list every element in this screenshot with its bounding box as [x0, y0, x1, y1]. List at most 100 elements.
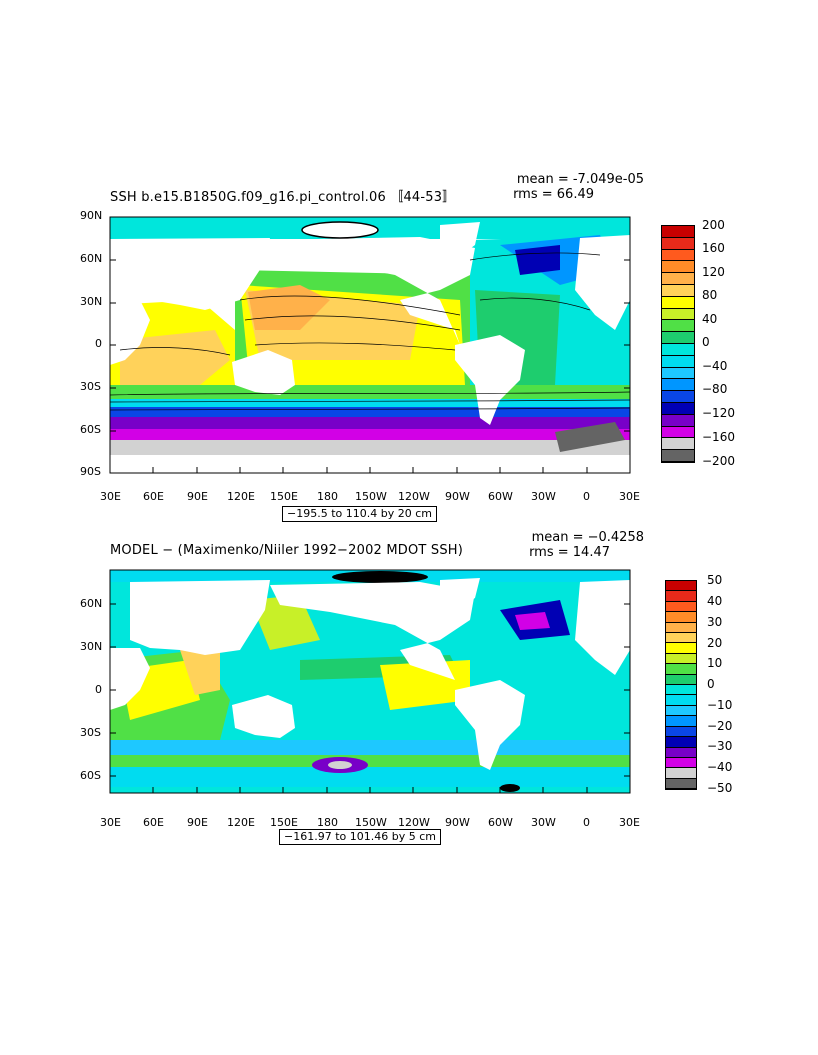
- southern-ocean-purple: [110, 417, 630, 429]
- bottom-south-america-land: [455, 680, 525, 770]
- top-lon-label: 90W: [445, 490, 470, 503]
- top-map-ticks: [109, 216, 631, 474]
- colorbar-swatch: [666, 778, 696, 790]
- colorbar-swatch: [662, 367, 694, 380]
- colorbar-swatch: [662, 391, 694, 403]
- colorbar-swatch: [662, 414, 694, 427]
- bottom-southern-blue: [110, 740, 630, 755]
- bottom-plot-title: MODEL − (Maximenko/Niiler 1992−2002 MDOT…: [110, 543, 464, 558]
- colorbar-swatch: [662, 379, 694, 392]
- europe-africa-land: [575, 235, 630, 330]
- bottom-colorbar-label: −50: [707, 781, 733, 795]
- colorbar-swatch: [662, 237, 694, 250]
- bottom-lon-label: 30E: [619, 816, 640, 829]
- bottom-lon-label: 30W: [531, 816, 556, 829]
- bottom-colorbar-label: −20: [707, 719, 733, 733]
- top-lon-label: 120E: [227, 490, 255, 503]
- colorbar-swatch: [662, 249, 694, 262]
- top-range-label: −195.5 to 110.4 by 20 cm: [282, 506, 437, 522]
- top-lat-label: 90N: [80, 209, 103, 222]
- bottom-colorbar: [665, 580, 697, 790]
- top-colorbar: [661, 225, 695, 463]
- bottom-colorbar-label: 0: [707, 677, 715, 691]
- bottom-lon-label: 60W: [488, 816, 513, 829]
- bottom-lat-label: 30S: [80, 726, 101, 739]
- top-lat-label: 0: [95, 337, 102, 350]
- colorbar-swatch: [662, 343, 694, 356]
- top-lon-label: 60W: [488, 490, 513, 503]
- top-colorbar-label: 40: [702, 312, 718, 326]
- eurasia-land-west: [110, 238, 270, 310]
- top-lat-label: 30N: [80, 295, 103, 308]
- top-mean-stat: mean = -7.049e-05: [516, 172, 644, 187]
- bottom-greenland-land: [440, 578, 480, 610]
- top-lon-label: 150E: [270, 490, 298, 503]
- colorbar-swatch: [662, 450, 694, 462]
- colorbar-swatch: [662, 226, 694, 238]
- top-colorbar-label: −80: [702, 382, 728, 396]
- africa-east-land: [110, 300, 150, 365]
- colorbar-swatch: [666, 768, 696, 779]
- bottom-colorbar-label: 10: [707, 656, 723, 670]
- colorbar-swatch: [666, 695, 696, 706]
- top-lon-label: 180: [317, 490, 338, 503]
- top-lon-label: 150W: [355, 490, 387, 503]
- bottom-lat-label: 0: [95, 683, 102, 696]
- top-lon-label: 30E: [619, 490, 640, 503]
- colorbar-swatch: [662, 284, 694, 297]
- top-colorbar-label: 200: [702, 218, 725, 232]
- top-lat-label: 60N: [80, 252, 103, 265]
- colorbar-swatch: [662, 426, 694, 439]
- bottom-australia-land: [232, 695, 295, 738]
- top-colorbar-label: −40: [702, 359, 728, 373]
- top-lon-label: 0: [583, 490, 590, 503]
- colorbar-swatch: [666, 705, 696, 717]
- top-lon-label: 90E: [187, 490, 208, 503]
- bottom-colorbar-label: 30: [707, 615, 723, 629]
- bottom-colorbar-label: −40: [707, 760, 733, 774]
- colorbar-swatch: [666, 591, 696, 602]
- bottom-colorbar-label: −10: [707, 698, 733, 712]
- colorbar-swatch: [662, 261, 694, 274]
- bottom-range-label: −161.97 to 101.46 by 5 cm: [279, 829, 441, 845]
- bottom-lat-label: 30N: [80, 640, 103, 653]
- top-colorbar-label: −160: [702, 430, 735, 444]
- colorbar-swatch: [662, 438, 694, 451]
- top-colorbar-label: 120: [702, 265, 725, 279]
- top-colorbar-label: 80: [702, 288, 718, 302]
- bottom-lon-label: 150W: [355, 816, 387, 829]
- bottom-colorbar-label: −30: [707, 739, 733, 753]
- colorbar-swatch: [662, 402, 694, 415]
- colorbar-swatch: [666, 726, 696, 738]
- colorbar-swatch: [666, 633, 696, 644]
- south-america-land: [455, 335, 525, 425]
- bottom-lon-label: 180: [317, 816, 338, 829]
- bottom-lat-label: 60S: [80, 769, 101, 782]
- top-colorbar-label: 160: [702, 241, 725, 255]
- colorbar-swatch: [662, 273, 694, 285]
- colorbar-swatch: [666, 685, 696, 696]
- bottom-lon-label: 30E: [100, 816, 121, 829]
- colorbar-swatch: [666, 747, 696, 758]
- bottom-colorbar-label: 40: [707, 594, 723, 608]
- arctic-dark-anomaly: [332, 571, 428, 583]
- bottom-lat-label: 60N: [80, 597, 103, 610]
- southern-gray-anomaly: [328, 761, 352, 769]
- top-lon-label: 120W: [398, 490, 430, 503]
- indian-orange: [180, 648, 220, 695]
- colorbar-swatch: [666, 737, 696, 748]
- colorbar-swatch: [666, 674, 696, 686]
- bottom-colorbar-label: 20: [707, 636, 723, 650]
- colorbar-swatch: [666, 612, 696, 623]
- colorbar-swatch: [666, 643, 696, 654]
- arctic-contour-feature: [301, 221, 379, 239]
- bottom-mean-stat: mean = −0.4258: [531, 530, 644, 545]
- top-plot-title: SSH b.e15.B1850G.f09_g16.pi_control.06 〚…: [110, 190, 456, 205]
- bottom-southern-green: [110, 755, 630, 767]
- colorbar-swatch: [666, 664, 696, 675]
- colorbar-swatch: [666, 601, 696, 613]
- top-colorbar-label: 0: [702, 335, 710, 349]
- bottom-lon-label: 90W: [445, 816, 470, 829]
